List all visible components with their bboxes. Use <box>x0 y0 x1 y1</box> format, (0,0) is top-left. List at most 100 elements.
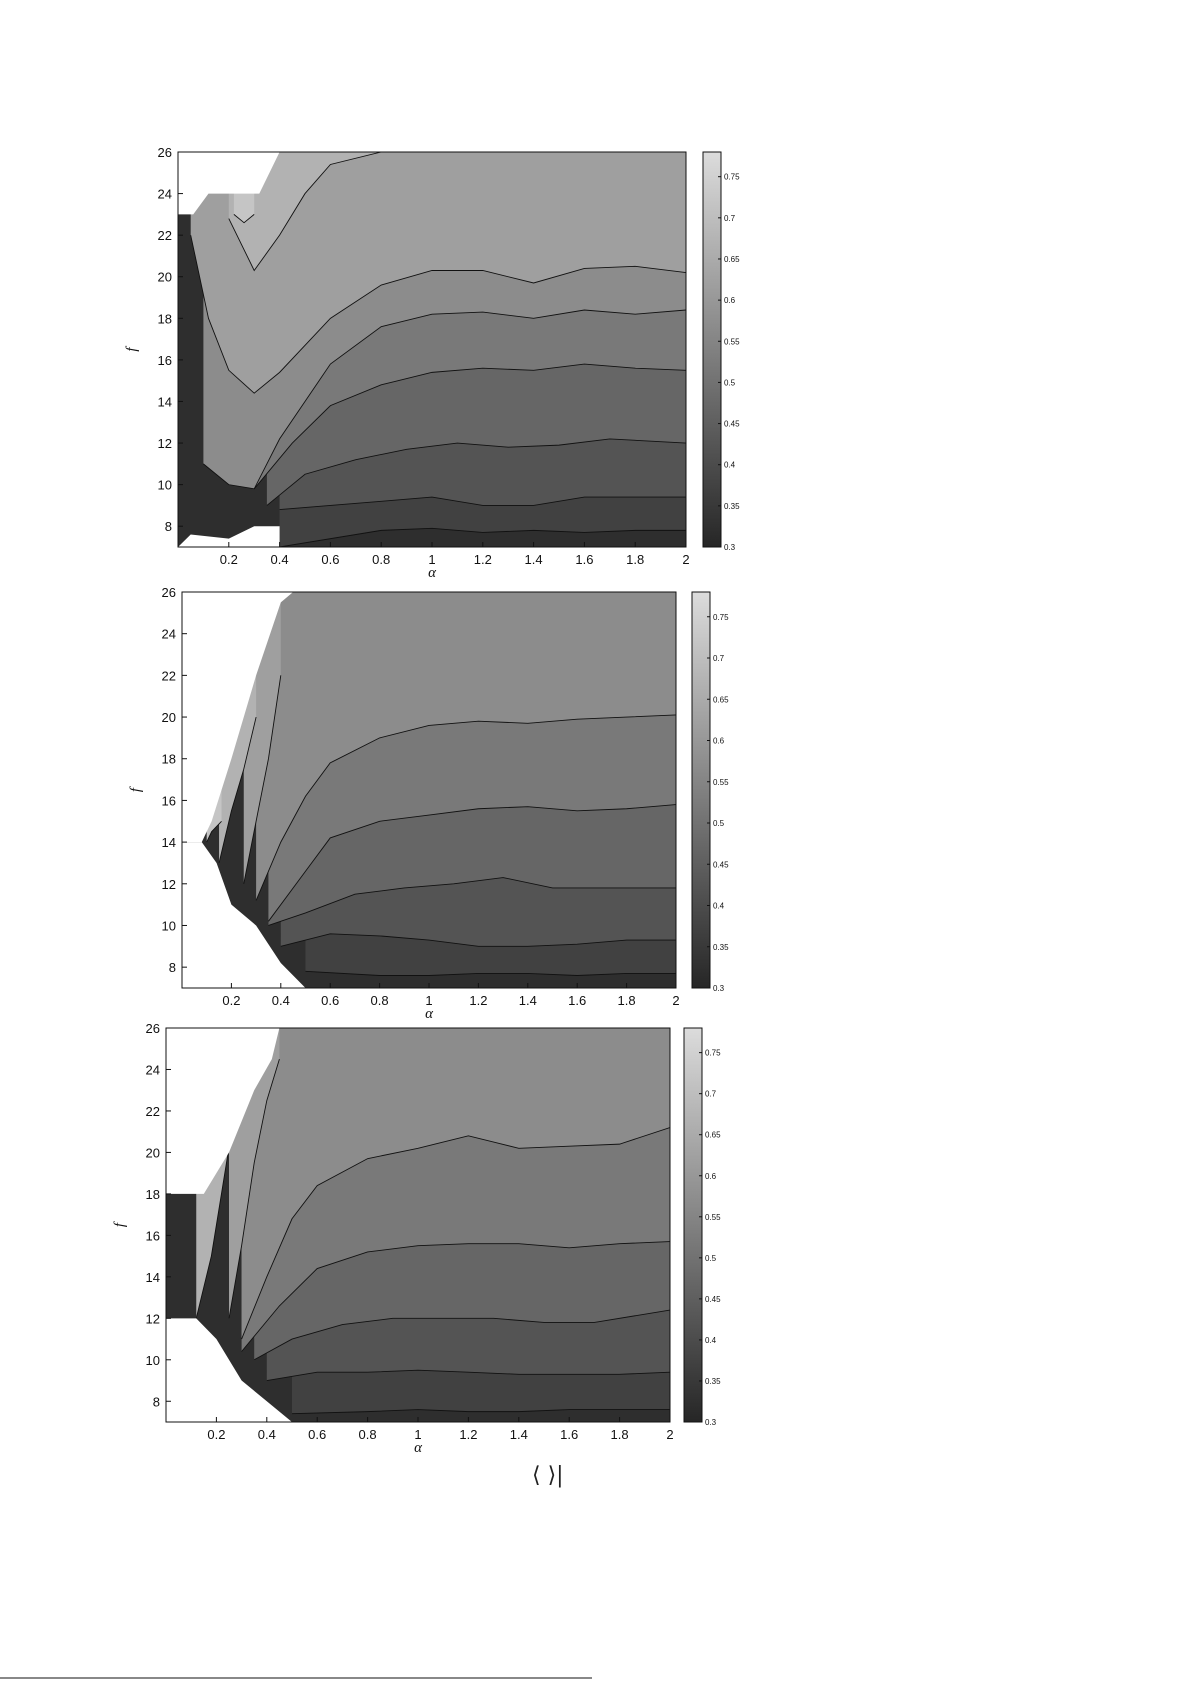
contour-panel-3: 0.2 0.4 0.6 0.8 1 1.2 1.4 1.6 1.8 2 8 10 12 14 16 18 20 2… <box>112 1021 721 1456</box>
colorbar-tick-label: 0.65 <box>724 255 740 264</box>
x-axis-label: α <box>414 1440 423 1456</box>
x-tick-label: 1.8 <box>611 1427 629 1442</box>
x-tick-label: 0.8 <box>371 993 389 1008</box>
x-tick-label: 1.2 <box>469 993 487 1008</box>
colorbar-tick-label: 0.4 <box>705 1336 717 1345</box>
colorbar-tick-label: 0.6 <box>724 296 736 305</box>
x-tick-label: 1.2 <box>474 552 492 567</box>
colorbar-tick-label: 0.4 <box>724 461 736 470</box>
undefined-region-upper <box>182 592 294 843</box>
colorbar-gradient <box>691 591 711 989</box>
colorbar-tick-label: 0.3 <box>705 1418 717 1427</box>
contour-line-3 <box>241 1241 670 1352</box>
undefined-region <box>166 1028 292 1422</box>
contour-line-2 <box>253 1309 670 1361</box>
contour-line-5 <box>190 235 686 394</box>
colorbar-tick-label: 0.35 <box>705 1377 721 1386</box>
colorbar-tick-label: 0.45 <box>713 860 729 869</box>
contour-line-4 <box>241 1127 670 1340</box>
y-tick-label: 14 <box>162 835 176 850</box>
contour-line-1 <box>279 496 686 511</box>
colorbar-tick-label: 0.7 <box>705 1090 717 1099</box>
x-tick-label: 0.8 <box>372 552 390 567</box>
colorbar-tick-label: 0.45 <box>705 1295 721 1304</box>
colorbar-tick-label: 0.35 <box>724 502 740 511</box>
x-tick-label: 2 <box>666 1427 673 1442</box>
x-tick-label: 0.6 <box>321 552 339 567</box>
y-tick-label: 20 <box>162 710 176 725</box>
x-tick-label: 0.2 <box>220 552 238 567</box>
x-tick-label: 1.4 <box>519 993 537 1008</box>
colorbar-tick-label: 0.4 <box>713 902 725 911</box>
y-tick-label: 8 <box>165 519 172 534</box>
x-tick-label: 1.6 <box>568 993 586 1008</box>
y-tick-label: 20 <box>158 270 172 285</box>
colorbar-tick-label: 0.55 <box>713 778 729 787</box>
y-tick-label: 26 <box>162 585 176 600</box>
y-tick-label: 14 <box>146 1270 160 1285</box>
x-tick-label: 0.6 <box>321 993 339 1008</box>
y-tick-label: 22 <box>146 1104 160 1119</box>
x-tick-label: 0.4 <box>272 993 290 1008</box>
colorbar-tick-label: 0.7 <box>724 214 736 223</box>
undefined-region-upper <box>166 1028 280 1194</box>
undefined-region-lower <box>178 526 280 547</box>
contour-line-7 <box>233 214 255 224</box>
x-tick-label: 1.8 <box>618 993 636 1008</box>
colorbar-tick-label: 0.5 <box>705 1254 717 1263</box>
colorbar-tick-label: 0.75 <box>713 613 729 622</box>
colorbar-tick-label: 0.55 <box>705 1213 721 1222</box>
y-tick-label: 8 <box>169 960 176 975</box>
colorbar-tick-label: 0.3 <box>713 984 725 993</box>
contour-line-4 <box>203 309 686 490</box>
contour-band-5 <box>190 152 686 394</box>
colorbar: 0.3 0.35 0.4 0.45 0.5 0.55 0.6 0.65 0.7 0.75 <box>683 1027 721 1427</box>
colorbar-tick-label: 0.7 <box>713 654 725 663</box>
y-tick-label: 26 <box>158 145 172 160</box>
undefined-region <box>182 592 306 988</box>
x-tick-label: 0.6 <box>308 1427 326 1442</box>
y-tick-label: 12 <box>158 436 172 451</box>
y-tick-label: 26 <box>146 1021 160 1036</box>
x-tick-label: 1.4 <box>525 552 543 567</box>
x-axis-label: α <box>428 565 437 581</box>
y-axis-label: f <box>124 346 140 352</box>
contour-line-7 <box>206 820 222 843</box>
x-tick-label: 1.4 <box>510 1427 528 1442</box>
colorbar-tick-label: 0.5 <box>713 819 725 828</box>
y-tick-label: 20 <box>146 1145 160 1160</box>
contour-line-2 <box>266 438 686 506</box>
x-tick-label: 0.4 <box>258 1427 276 1442</box>
y-tick-label: 8 <box>153 1394 160 1409</box>
colorbar-tick-label: 0.6 <box>713 737 725 746</box>
contour-line-1 <box>280 933 676 947</box>
y-tick-label: 18 <box>146 1187 160 1202</box>
x-tick-label: 0.2 <box>222 993 240 1008</box>
x-tick-label: 0.4 <box>271 552 289 567</box>
y-tick-label: 16 <box>162 793 176 808</box>
x-tick-label: 1 <box>425 993 432 1008</box>
colorbar-tick-label: 0.45 <box>724 420 740 429</box>
y-tick-label: 24 <box>158 187 172 202</box>
contour-line-0 <box>291 1409 670 1415</box>
y-tick-label: 16 <box>158 353 172 368</box>
contour-line-2 <box>268 877 676 926</box>
x-tick-label: 1 <box>414 1427 421 1442</box>
y-tick-label: 10 <box>158 478 172 493</box>
x-tick-label: 1.2 <box>459 1427 477 1442</box>
y-tick-label: 22 <box>162 668 176 683</box>
y-axis-label: f <box>128 786 144 792</box>
colorbar-tick-label: 0.6 <box>705 1172 717 1181</box>
y-tick-label: 12 <box>162 877 176 892</box>
contour-line-3 <box>268 804 676 922</box>
x-tick-label: 0.8 <box>359 1427 377 1442</box>
colorbar-tick-label: 0.65 <box>713 695 729 704</box>
x-tick-label: 2 <box>672 993 679 1008</box>
contour-line-1 <box>266 1369 670 1381</box>
contour-line-5 <box>228 1058 280 1319</box>
x-axis-label: α <box>425 1006 434 1022</box>
colorbar-tick-label: 0.75 <box>705 1049 721 1058</box>
contour-panel-2: 0.2 0.4 0.6 0.8 1 1.2 1.4 1.6 1.8 2 8 10 12 14 16 18 20 2… <box>128 585 729 1022</box>
contour-line-6 <box>195 1131 232 1319</box>
undefined-region-lower <box>166 1318 292 1422</box>
